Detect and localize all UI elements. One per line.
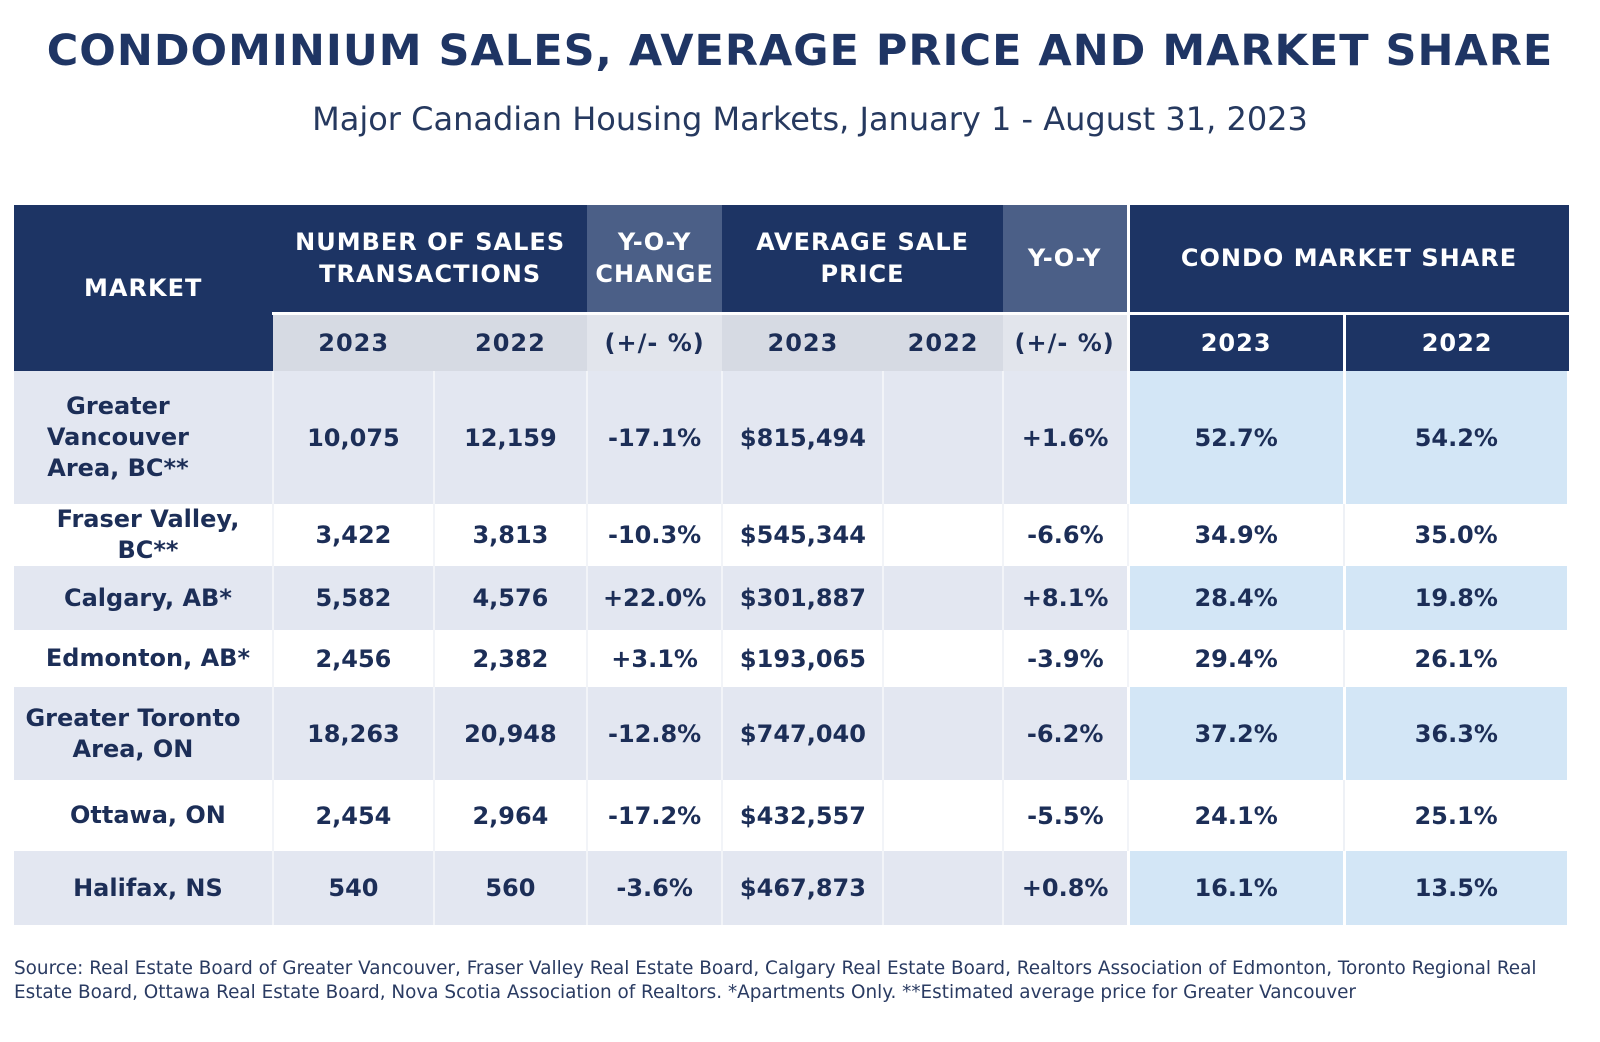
table-row: Halifax, NS 540 560 -3.6% $467,873 +0.8%… xyxy=(14,851,1571,925)
price-yoy: -5.5% xyxy=(1002,780,1130,851)
sales-yoy: -10.3% xyxy=(586,504,724,566)
share-2022: 36.3% xyxy=(1344,687,1571,780)
share-2023: 37.2% xyxy=(1128,687,1346,780)
market-name: Fraser Valley, BC** xyxy=(14,504,274,566)
subheader-sales-2022: 2022 xyxy=(433,311,587,371)
sales-2023: 18,263 xyxy=(272,687,435,780)
page-title: CONDOMINIUM SALES, AVERAGE PRICE AND MAR… xyxy=(46,26,1554,76)
price-2022 xyxy=(883,851,1004,925)
sales-2022: 12,159 xyxy=(433,371,588,504)
table-row: Greater Vancouver Area, BC** 10,075 12,1… xyxy=(14,371,1571,504)
sales-2023: 3,422 xyxy=(272,504,435,566)
share-2023: 24.1% xyxy=(1128,780,1346,851)
table-row: Greater Toronto Area, ON 18,263 20,948 -… xyxy=(14,687,1571,780)
price-yoy: +1.6% xyxy=(1002,371,1130,504)
share-2022: 26.1% xyxy=(1344,630,1571,687)
price-2022 xyxy=(883,566,1004,630)
subheader-price-2022: 2022 xyxy=(883,311,1003,371)
subheader-price-2023: 2023 xyxy=(722,311,884,371)
page-subtitle: Major Canadian Housing Markets, January … xyxy=(312,100,1308,138)
price-2023: $467,873 xyxy=(722,851,885,925)
price-2023: $815,494 xyxy=(722,371,885,504)
table-row: Edmonton, AB* 2,456 2,382 +3.1% $193,065… xyxy=(14,630,1571,687)
share-2023: 34.9% xyxy=(1128,504,1346,566)
header-sales: NUMBER OF SALES TRANSACTIONS xyxy=(272,205,587,313)
sales-2023: 10,075 xyxy=(272,371,435,504)
sales-2022: 20,948 xyxy=(433,687,588,780)
sales-yoy: -17.1% xyxy=(586,371,724,504)
market-name: Edmonton, AB* xyxy=(14,630,274,687)
share-2023: 29.4% xyxy=(1128,630,1346,687)
sales-yoy: -12.8% xyxy=(586,687,724,780)
sales-2023: 5,582 xyxy=(272,566,435,630)
price-2023: $545,344 xyxy=(722,504,885,566)
price-2022 xyxy=(883,630,1004,687)
price-yoy: +0.8% xyxy=(1002,851,1130,925)
table-row: Ottawa, ON 2,454 2,964 -17.2% $432,557 -… xyxy=(14,780,1571,851)
sales-2022: 2,964 xyxy=(433,780,588,851)
condo-table: MARKET NUMBER OF SALES TRANSACTIONS Y-O-Y… xyxy=(14,205,1571,925)
sales-2023: 2,456 xyxy=(272,630,435,687)
header-market-share: CONDO MARKET SHARE xyxy=(1128,205,1569,315)
subheader-share-2023: 2023 xyxy=(1128,313,1346,371)
price-2022 xyxy=(883,687,1004,780)
header-sales-yoy: Y-O-Y CHANGE xyxy=(586,205,723,313)
price-yoy: -6.6% xyxy=(1002,504,1130,566)
header-avg-price: AVERAGE SALE PRICE xyxy=(722,205,1003,313)
sales-2022: 3,813 xyxy=(433,504,588,566)
header-market: MARKET xyxy=(14,205,274,371)
sales-yoy: +3.1% xyxy=(586,630,724,687)
price-2022 xyxy=(883,780,1004,851)
share-2022: 54.2% xyxy=(1344,371,1571,504)
share-2022: 13.5% xyxy=(1344,851,1571,925)
price-2022 xyxy=(883,371,1004,504)
price-yoy: -3.9% xyxy=(1002,630,1130,687)
price-2023: $301,887 xyxy=(722,566,885,630)
subheader-sales-pct: (+/- %) xyxy=(586,311,723,371)
price-2023: $432,557 xyxy=(722,780,885,851)
share-2023: 52.7% xyxy=(1128,371,1346,504)
market-name: Greater Toronto Area, ON xyxy=(14,687,274,780)
share-2023: 16.1% xyxy=(1128,851,1346,925)
sales-yoy: +22.0% xyxy=(586,566,724,630)
share-2022: 19.8% xyxy=(1344,566,1571,630)
header-price-yoy: Y-O-Y xyxy=(1002,205,1130,313)
sales-yoy: -3.6% xyxy=(586,851,724,925)
sales-2023: 540 xyxy=(272,851,435,925)
market-name: Halifax, NS xyxy=(14,851,274,925)
share-2022: 25.1% xyxy=(1344,780,1571,851)
sales-2023: 2,454 xyxy=(272,780,435,851)
market-name: Greater Vancouver Area, BC** xyxy=(14,371,274,504)
market-name: Calgary, AB* xyxy=(14,566,274,630)
price-2023: $747,040 xyxy=(722,687,885,780)
share-2023: 28.4% xyxy=(1128,566,1346,630)
subheader-share-2022: 2022 xyxy=(1344,313,1569,371)
price-yoy: -6.2% xyxy=(1002,687,1130,780)
source-footnote: Source: Real Estate Board of Greater Van… xyxy=(14,958,1537,1003)
subheader-price-pct: (+/- %) xyxy=(1002,311,1130,371)
sales-yoy: -17.2% xyxy=(586,780,724,851)
market-name: Ottawa, ON xyxy=(14,780,274,851)
subheader-sales-2023: 2023 xyxy=(272,311,434,371)
sales-2022: 2,382 xyxy=(433,630,588,687)
share-2022: 35.0% xyxy=(1344,504,1571,566)
sales-2022: 560 xyxy=(433,851,588,925)
price-2022 xyxy=(883,504,1004,566)
table-row: Calgary, AB* 5,582 4,576 +22.0% $301,887… xyxy=(14,566,1571,630)
table-row: Fraser Valley, BC** 3,422 3,813 -10.3% $… xyxy=(14,504,1571,566)
price-2023: $193,065 xyxy=(722,630,885,687)
sales-2022: 4,576 xyxy=(433,566,588,630)
price-yoy: +8.1% xyxy=(1002,566,1130,630)
